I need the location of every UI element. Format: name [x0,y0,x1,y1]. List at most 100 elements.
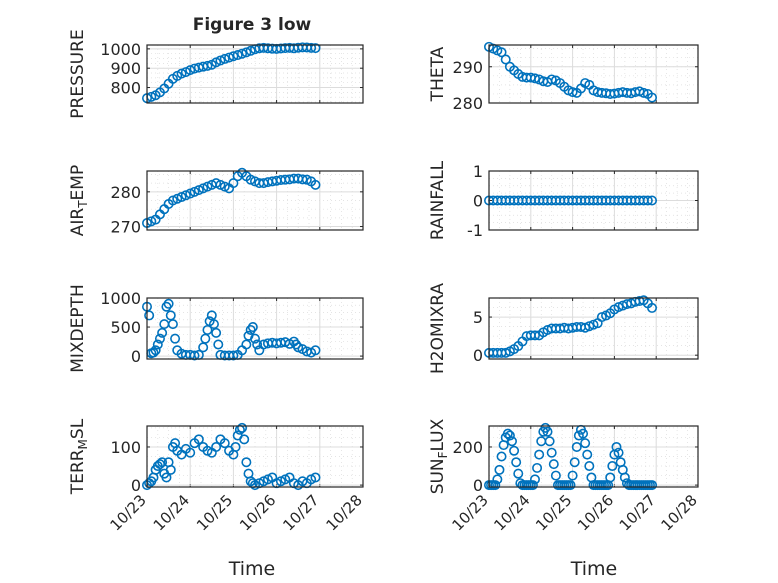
y-axis-label: MIXDEPTH [68,284,88,373]
y-tick-label: 900 [110,59,141,78]
data-point [504,430,515,441]
data-point [219,438,230,449]
data-point [165,464,176,475]
data-point [532,462,543,473]
data-point [611,441,622,452]
y-tick-label: 0 [473,346,483,365]
data-point [224,52,235,63]
data-point [252,339,263,350]
data-point [571,441,582,452]
data-point [211,441,222,452]
y-tick-label: 1000 [100,40,141,59]
data-point [152,339,163,350]
data-point [170,333,181,344]
y-axis-label: AIRTEMP [68,165,90,236]
x-axis-label-right: Time [570,558,618,580]
data-point [219,53,230,64]
data-point [490,480,501,491]
y-tick-label: 0 [473,192,483,211]
y-tick-label: 0 [473,476,483,495]
data-point [647,480,658,491]
data-point [144,310,155,321]
data-point [208,319,219,330]
data-point [642,195,653,206]
y-tick-label: 100 [110,438,141,457]
data-point [150,345,161,356]
data-point [157,327,168,338]
y-tick-label: 270 [110,218,141,237]
data-point [245,324,256,335]
data-point [578,428,589,439]
data-point [202,324,213,335]
axes-box [146,170,364,231]
data-point [247,322,258,333]
data-point [500,54,511,65]
data-point [291,339,302,350]
data-point [245,45,256,56]
data-point [198,342,209,353]
y-tick-label: 200 [452,438,483,457]
y-tick-label: 290 [452,58,483,77]
axes-box [488,44,699,104]
data-point [619,472,630,483]
data-point [189,350,200,361]
data-point [550,470,561,481]
y-tick-label: 1000 [100,289,141,308]
data-point [607,461,618,472]
axes-box [488,297,699,360]
data-point [241,47,252,58]
y-tick-label: 1 [473,162,483,181]
data-point [239,434,250,445]
y-axis-label: THETA [428,46,448,102]
data-point [546,447,557,458]
data-point [176,68,187,79]
data-point [527,480,538,491]
data-point [161,472,172,483]
data-point [496,47,507,58]
data-point [529,330,540,341]
data-point [605,472,616,483]
data-point [582,449,593,460]
data-point [534,449,545,460]
axes-box [488,425,699,488]
data-point [580,438,591,449]
data-point [154,333,165,344]
data-point [542,426,553,437]
y-tick-label: 280 [110,183,141,202]
data-point [211,327,222,338]
data-point [228,350,239,361]
data-point [494,464,505,475]
figure-title: Figure 3 low [193,15,312,35]
y-tick-label: 5 [473,308,483,327]
data-point [502,428,513,439]
data-point [232,50,243,61]
data-point [529,73,540,84]
data-point [306,42,317,53]
data-point [241,457,252,468]
subplot-h2omixra: 0 5 H2OMIXRA [428,283,699,374]
data-point [569,457,580,468]
data-point [613,447,624,458]
y-axis-label: RAINFALL [428,160,448,240]
y-axis-label: PRESSURE [68,29,88,118]
data-point [496,451,507,462]
data-point [647,302,658,313]
data-point [241,339,252,350]
data-point [492,474,503,485]
subplot-air_temp: 270 280 AIRTEMP [68,165,364,237]
y-tick-label: 0 [131,476,141,495]
data-point [310,179,321,190]
data-point [584,461,595,472]
data-point [193,434,204,445]
y-tick-label: 800 [110,79,141,98]
data-point [200,333,211,344]
y-tick-label: 500 [110,318,141,337]
axes-box [146,425,364,488]
data-point [647,195,658,206]
data-point [310,345,321,356]
data-point [511,457,522,468]
data-point [202,60,213,71]
y-tick-label: 280 [452,94,483,113]
